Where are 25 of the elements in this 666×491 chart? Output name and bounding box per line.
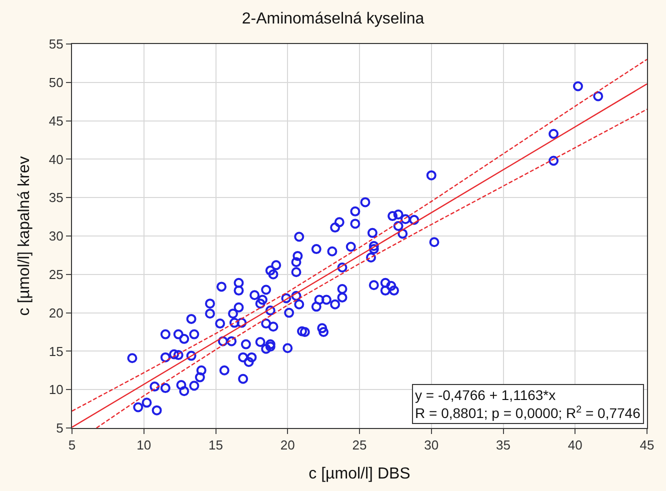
y-tick-label: 20 bbox=[48, 305, 64, 320]
x-tick-label: 30 bbox=[424, 438, 439, 453]
y-tick-label: 40 bbox=[48, 152, 64, 167]
y-tick-label: 10 bbox=[48, 382, 64, 398]
x-tick-label: 40 bbox=[568, 438, 582, 453]
y-axis-title: c [µmol/l] kapalná krev bbox=[16, 156, 33, 316]
y-tick-label: 45 bbox=[48, 113, 64, 128]
y-tick-label: 15 bbox=[48, 344, 64, 359]
x-tick-label: 35 bbox=[496, 438, 510, 453]
chart-title: 2-Aminomáselná kyselina bbox=[242, 10, 424, 28]
annotation: y = -0,4766 + 1,1163*x bbox=[415, 387, 556, 403]
y-tick-label: 30 bbox=[48, 228, 64, 244]
y-tick-label: 25 bbox=[48, 266, 64, 282]
x-tick-label: 5 bbox=[68, 438, 76, 453]
y-tick-label: 50 bbox=[48, 74, 64, 90]
y-tick-label: 35 bbox=[48, 190, 64, 206]
x-axis-title: c [µmol/l] DBS bbox=[308, 465, 410, 482]
annotation: R = 0,8801; p = 0,0000; R$^{2}$ = 0,7746 bbox=[415, 404, 641, 422]
y-tick-label: 55 bbox=[48, 36, 64, 52]
x-tick-label: 25 bbox=[352, 438, 367, 453]
x-tick-label: 10 bbox=[136, 438, 152, 453]
y-tick-label: 5 bbox=[56, 420, 64, 436]
x-tick-label: 45 bbox=[640, 438, 654, 453]
x-tick-label: 20 bbox=[280, 438, 295, 453]
x-tick-label: 15 bbox=[208, 438, 223, 453]
